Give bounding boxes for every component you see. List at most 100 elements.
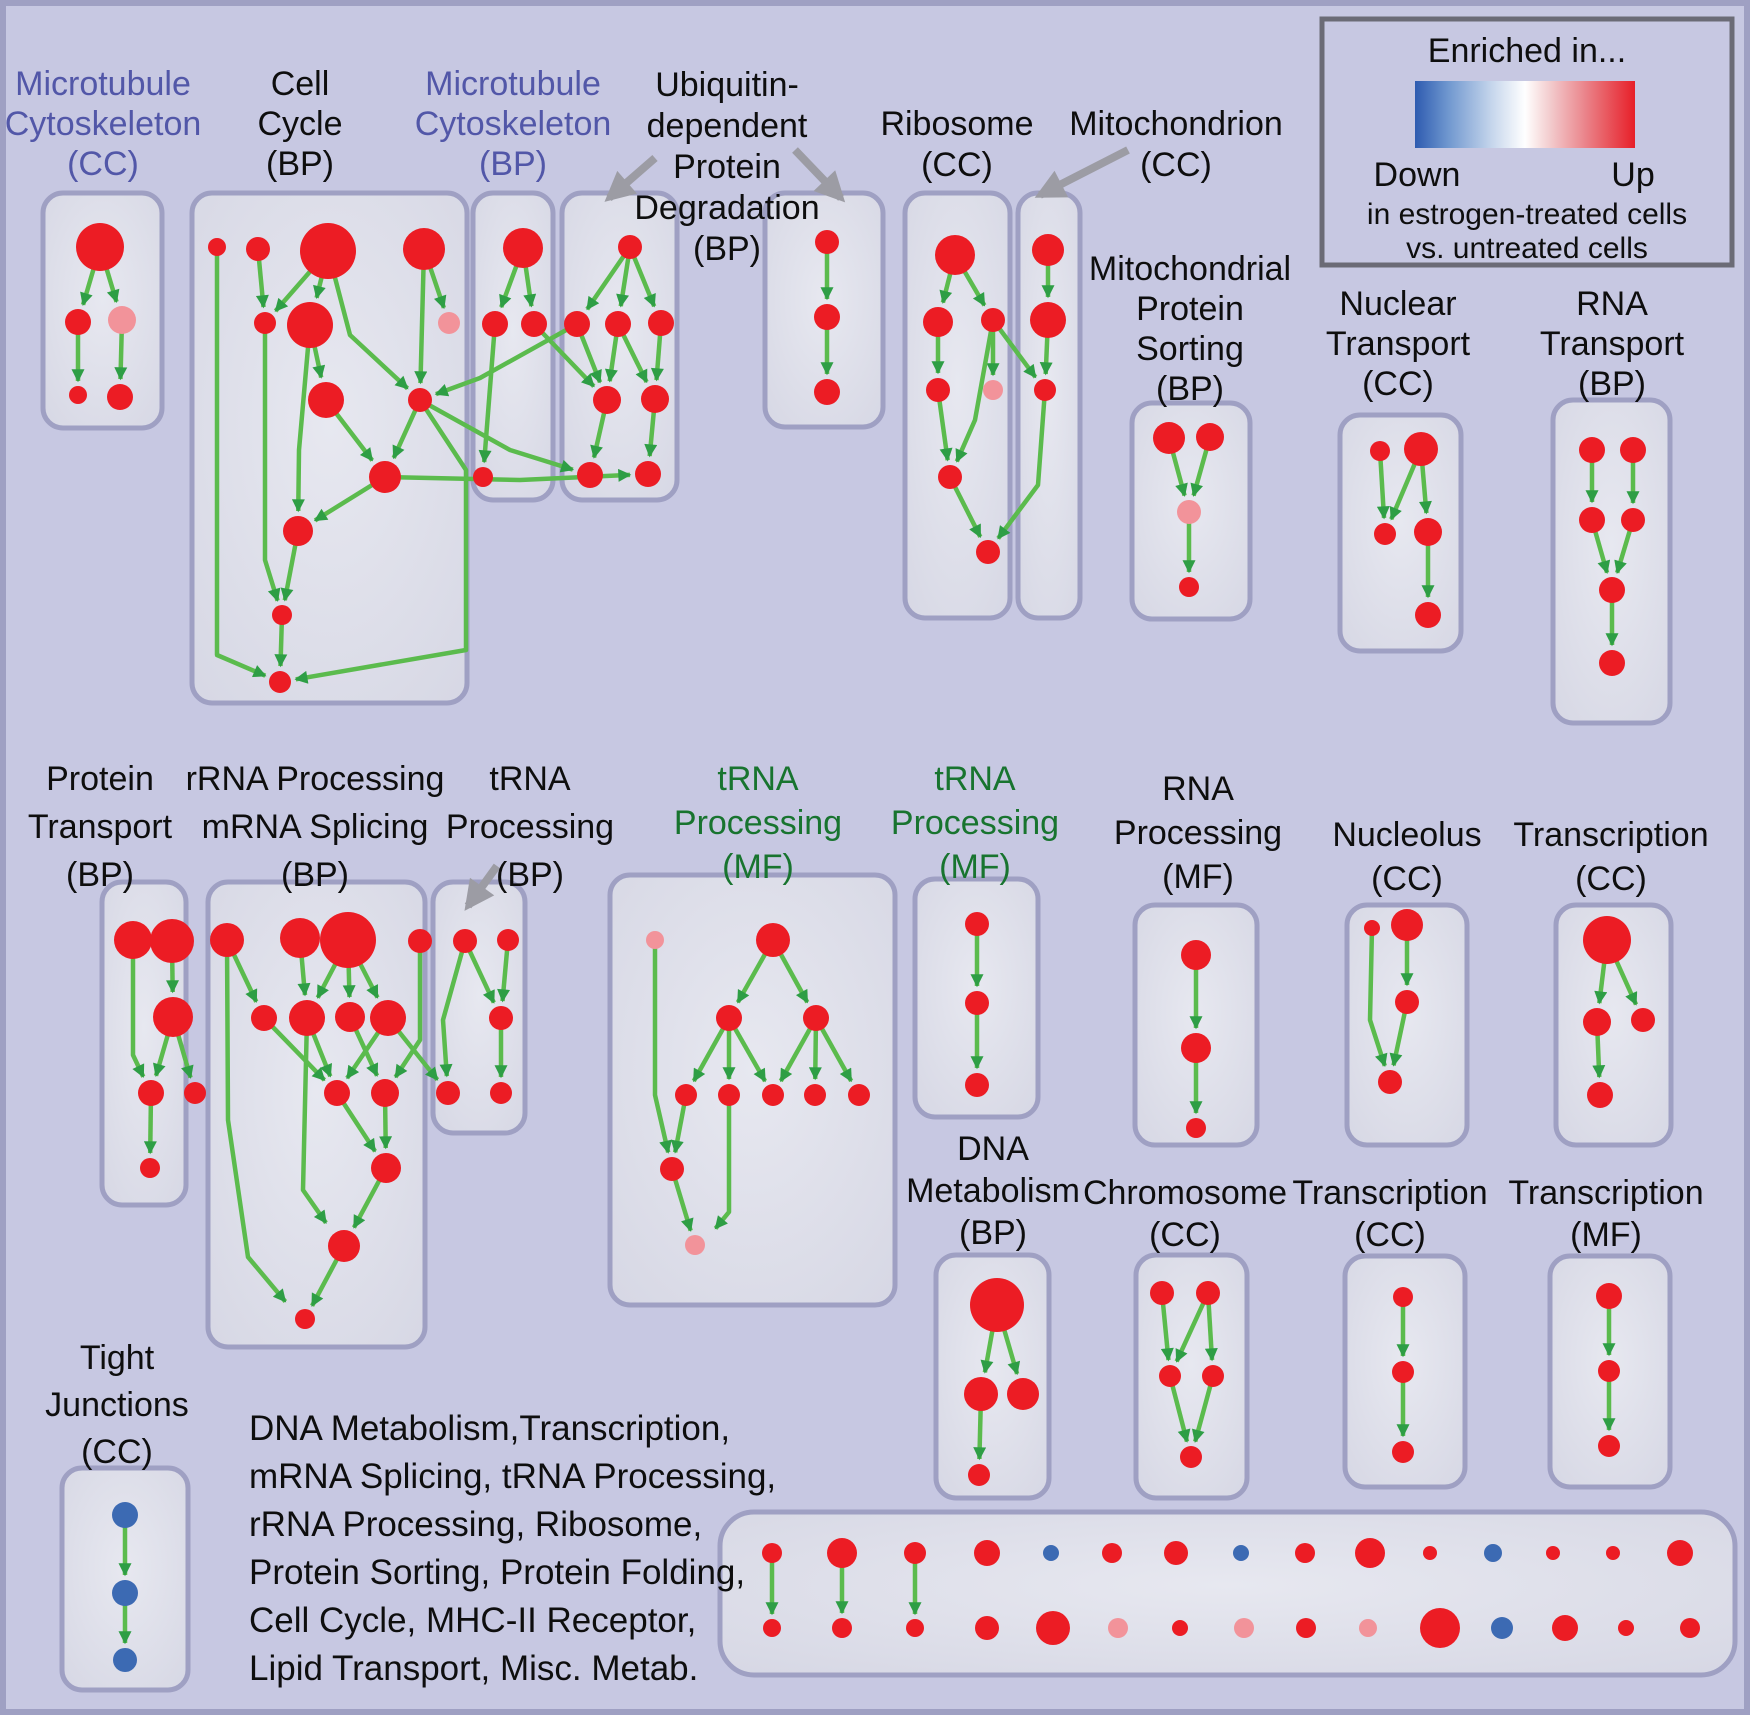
go-term-node-blue (1043, 1545, 1059, 1561)
go-term-node-red (970, 1278, 1024, 1332)
go-term-node-red (138, 1080, 164, 1106)
go-term-node-red (482, 311, 508, 337)
legend-gradient-bar (1415, 81, 1635, 148)
label-protein-transport-line-2: (BP) (66, 856, 134, 894)
go-term-node-red (1631, 1008, 1655, 1032)
label-pointer-arrow (1034, 146, 1130, 199)
go-term-node-blue (112, 1502, 138, 1528)
go-term-node-red (335, 1002, 365, 1032)
go-term-node-red (453, 929, 477, 953)
go-term-node-blue (1484, 1544, 1502, 1562)
go-term-node-red (1391, 909, 1423, 941)
edge-arrow (1376, 450, 1390, 520)
legend-title: Enriched in... (1428, 32, 1626, 70)
go-term-node-red (1599, 650, 1625, 676)
edge-arrow (418, 398, 575, 473)
edge-arrow (585, 245, 632, 311)
go-term-node-red (1579, 507, 1605, 533)
go-term-node-red (648, 310, 674, 336)
label-mito-sorting-line-2: Sorting (1136, 330, 1244, 368)
label-microtubule-bp-line-2: (BP) (479, 145, 547, 183)
edge-arrow (954, 319, 996, 463)
label-chromosome-line-1: (CC) (1149, 1216, 1221, 1254)
go-term-node-red (403, 228, 445, 270)
go-term-node-red (320, 912, 376, 968)
go-term-node-red (968, 1464, 990, 1486)
go-term-node-blue (112, 1580, 138, 1606)
go-term-node-red (1599, 577, 1625, 603)
label-transcription-cc-bottom-line-1: (CC) (1354, 1216, 1426, 1254)
label-transcription-mf-line-0: Transcription (1508, 1174, 1703, 1212)
go-term-node-red (593, 386, 621, 414)
go-term-node-red (832, 1618, 852, 1638)
edge-arrow (1174, 1292, 1211, 1363)
label-trna-mf-1-line-2: (MF) (722, 848, 794, 886)
go-term-node-red (1355, 1538, 1385, 1568)
go-term-node-red (1164, 1541, 1188, 1565)
category-box-tight-junctions (59, 1465, 191, 1693)
go-term-node-red (473, 467, 493, 487)
label-mitochondrion-line-0: Mitochondrion (1069, 105, 1283, 143)
label-cell-cycle-line-1: Cycle (257, 105, 342, 143)
go-term-node-red (295, 1309, 315, 1329)
label-tight-junctions-line-0: Tight (80, 1339, 155, 1377)
go-term-node-red (1621, 508, 1645, 532)
go-term-node-red (1364, 920, 1380, 936)
go-term-node-red (254, 312, 276, 334)
edge-arrow (262, 323, 281, 602)
misc-category-note-line-2: rRNA Processing, Ribosome, (249, 1505, 702, 1544)
go-term-node-red (246, 237, 270, 261)
label-mito-sorting-line-3: (BP) (1156, 370, 1224, 408)
label-tight-junctions-line-2: (CC) (81, 1433, 153, 1471)
go-term-node-red (1181, 940, 1211, 970)
label-rna-transport-line-0: RNA (1576, 285, 1648, 323)
go-term-node-red (981, 308, 1005, 332)
edge-arrow (130, 940, 146, 1078)
go-term-node-pink (1108, 1618, 1128, 1638)
misc-category-note-line-3: Protein Sorting, Protein Folding, (249, 1553, 745, 1592)
go-term-node-red (1667, 1540, 1693, 1566)
label-rna-processing-mf-line-0: RNA (1162, 770, 1234, 808)
category-box-microtubule-cc (40, 190, 165, 431)
go-term-node-red (210, 923, 244, 957)
edge-arrow (713, 1095, 732, 1230)
misc-category-note-line-4: Cell Cycle, MHC-II Receptor, (249, 1601, 696, 1640)
go-term-node-red (1202, 1365, 1224, 1387)
go-term-node-red (287, 302, 333, 348)
label-pointer-arrow (464, 863, 501, 911)
go-term-node-red (371, 1153, 401, 1183)
label-microtubule-cc-line-1: Cytoskeleton (5, 105, 202, 143)
go-term-node-red (716, 1005, 742, 1031)
label-trna-mf-1-line-0: tRNA (717, 760, 799, 798)
go-term-node-red (976, 540, 1000, 564)
go-term-node-red (564, 311, 590, 337)
category-box-nuclear-transport (1337, 412, 1464, 654)
go-term-node-red (1296, 1618, 1316, 1638)
label-trna-bp-line-0: tRNA (489, 760, 571, 798)
go-term-node-red (308, 382, 344, 418)
go-term-node-red (328, 1230, 360, 1262)
label-microtubule-cc-line-2: (CC) (67, 145, 139, 183)
edge-arrow (325, 250, 410, 391)
go-term-node-red (1583, 1008, 1611, 1036)
label-trna-mf-2-line-0: tRNA (934, 760, 1016, 798)
label-transcription-mf-line-1: (MF) (1570, 1216, 1642, 1254)
go-term-node-red (1546, 1546, 1560, 1560)
go-term-node-pink (1177, 500, 1201, 524)
go-term-node-red (964, 1377, 998, 1411)
go-term-node-red (904, 1542, 926, 1564)
label-ribosome-line-1: (CC) (921, 146, 993, 184)
go-term-node-red (324, 1080, 350, 1106)
edge-arrow (434, 322, 579, 397)
legend-down-label: Down (1374, 156, 1461, 194)
label-rna-transport-line-2: (BP) (1578, 365, 1646, 403)
edge-arrow (291, 324, 313, 513)
label-rrna-mrna-line-2: (BP) (281, 856, 349, 894)
label-ubiquitin-line-1: dependent (647, 107, 808, 145)
go-term-node-red (935, 235, 975, 275)
go-term-node-red (153, 997, 193, 1037)
label-ubiquitin-line-3: Degradation (634, 189, 819, 227)
go-term-node-red (1598, 1360, 1620, 1382)
go-term-node-red (503, 228, 543, 268)
